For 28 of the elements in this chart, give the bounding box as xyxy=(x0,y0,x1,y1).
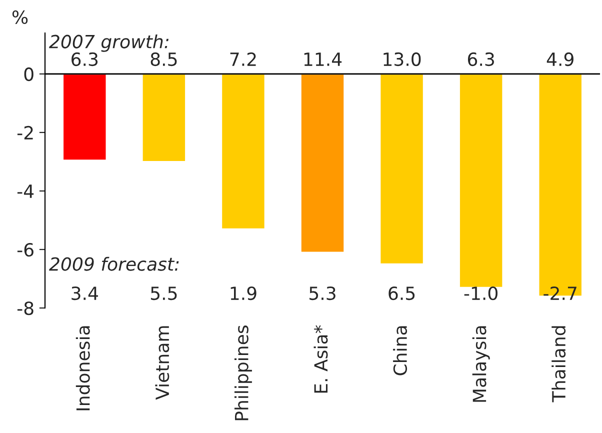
y-tick-label: -4 xyxy=(17,184,34,198)
y-tick-label: 0 xyxy=(24,67,34,82)
annotation: 13.0 xyxy=(384,52,421,66)
annotation: 5.5 xyxy=(150,286,177,300)
y-tick-label: -8 xyxy=(17,301,34,316)
annotation: 3.4 xyxy=(72,286,98,300)
x-tick-label: Thailand xyxy=(552,326,566,402)
x-tick-label: Indonesia xyxy=(76,326,90,410)
annotation: 7.2 xyxy=(230,52,256,66)
annotation: 5.3 xyxy=(310,286,336,300)
x-tick-label: E. Asia* xyxy=(314,325,328,393)
x-tick-label: Malaysia xyxy=(472,326,490,402)
x-tick-label: Philippines xyxy=(234,326,252,420)
annotation: 2009 forecast: xyxy=(49,256,179,271)
annotation: 6.3 xyxy=(72,52,98,66)
y-axis-title: % xyxy=(12,10,28,24)
annotation: 11.4 xyxy=(304,52,342,66)
annotation: 6.3 xyxy=(468,52,494,66)
annotation: 2007 growth: xyxy=(49,34,168,52)
y-tick-label: -6 xyxy=(17,242,34,257)
annotation: 8.5 xyxy=(150,52,177,66)
annotation: -1.0 xyxy=(464,286,498,300)
x-tick-label: China xyxy=(393,326,408,376)
y-tick-label: -2 xyxy=(17,126,33,140)
annotation: 4.9 xyxy=(546,52,574,66)
x-tick-label: Vietnam xyxy=(155,326,170,400)
annotation: 1.9 xyxy=(230,286,256,300)
annotation: 6.5 xyxy=(388,286,415,300)
